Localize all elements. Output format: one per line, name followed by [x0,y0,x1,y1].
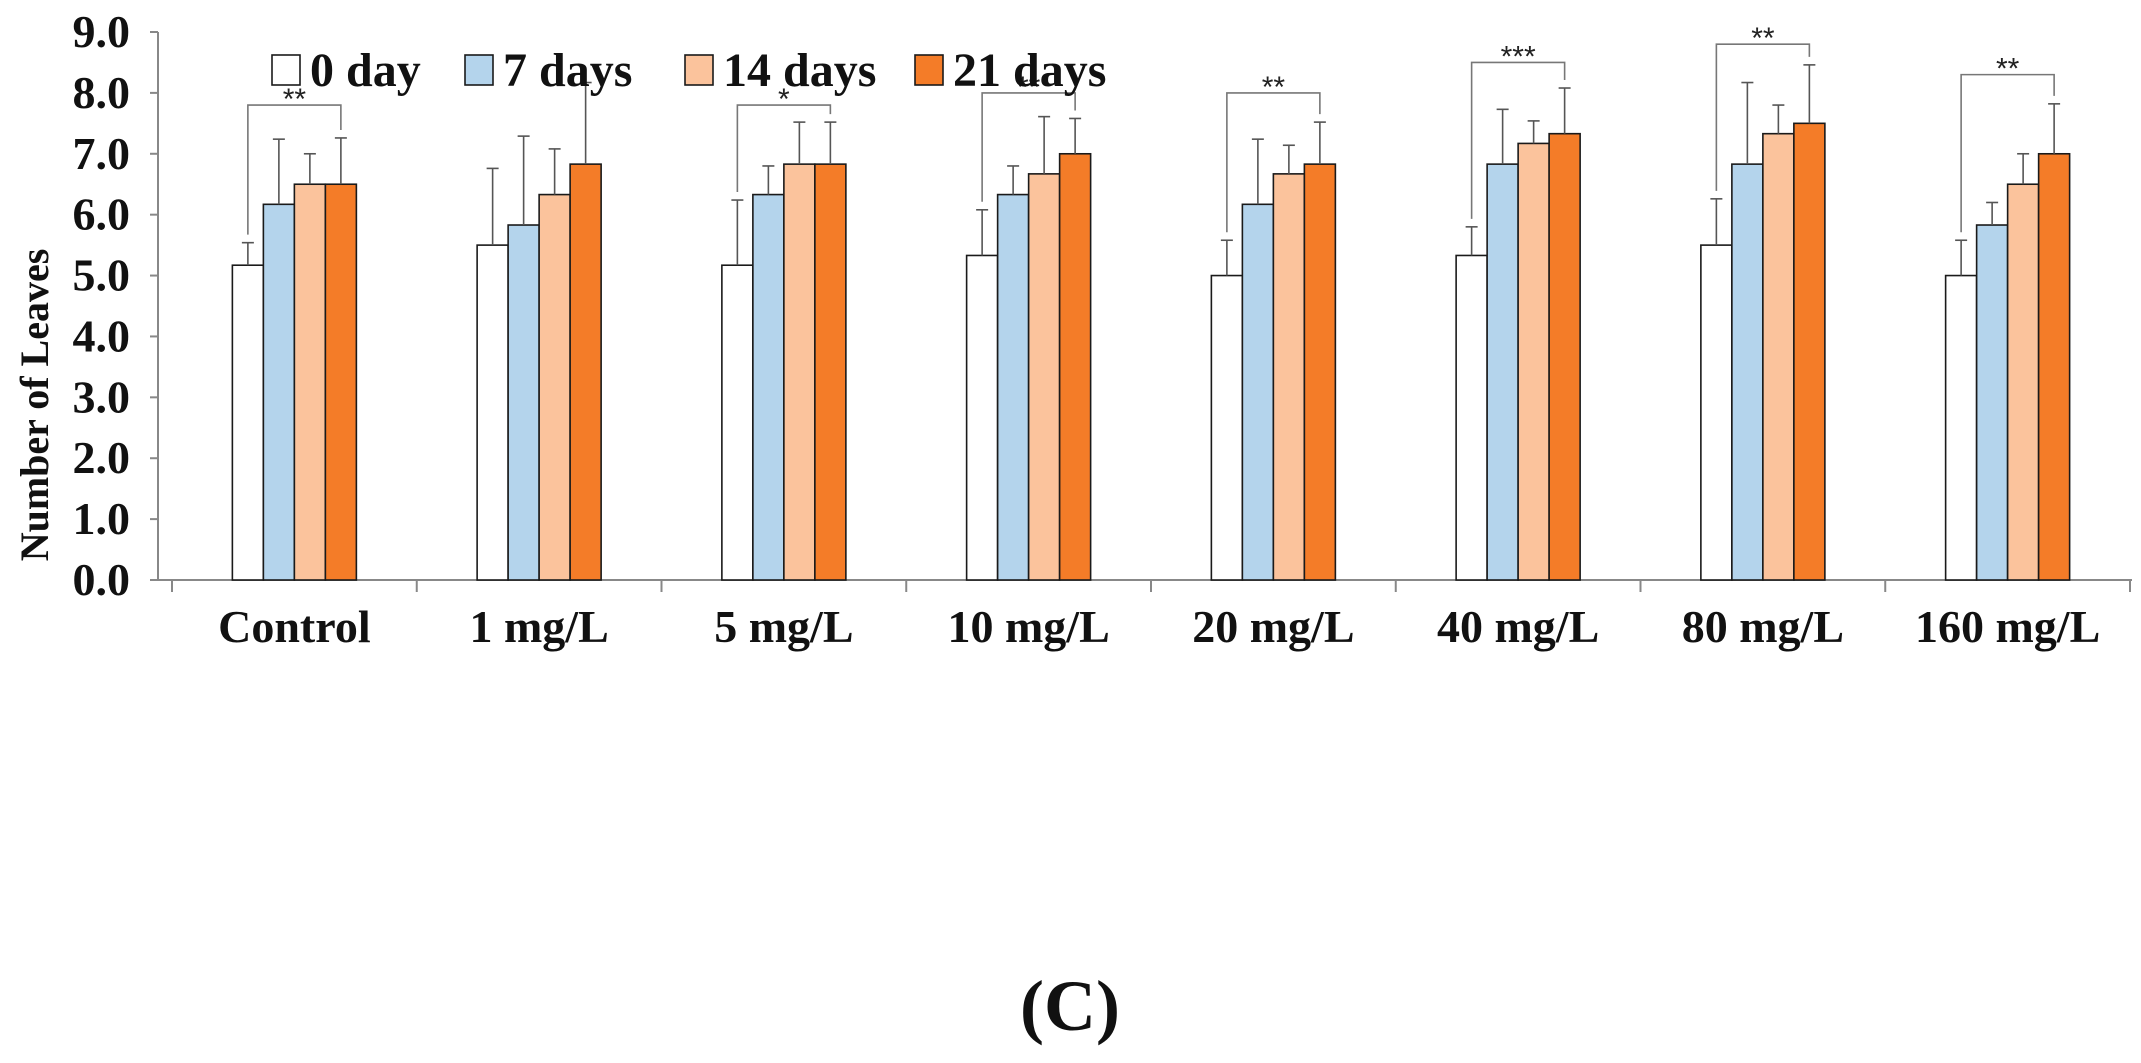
bar [1793,122,1826,581]
bar [507,224,540,581]
bar [293,183,327,581]
bar [1700,244,1733,581]
y-axis: 0.0 1.0 2.0 3.0 4.0 5.0 6.0 7.0 8.0 9.0 [73,6,159,605]
bar [1210,274,1244,581]
y-tick-label: 7.0 [73,128,131,179]
y-tick-label: 2.0 [73,432,131,483]
x-tick-label: 10 mg/L [947,601,1109,652]
significance-bracket [247,104,342,235]
legend-swatch [684,54,714,86]
bar [721,264,754,581]
legend-label: 21 days [953,44,1106,97]
error-bars-group [241,64,2061,276]
panel-label: (C) [1020,966,1120,1046]
x-tick-label: 80 mg/L [1682,601,1844,652]
bar [1241,203,1275,581]
bar [569,163,602,581]
x-tick-label: 40 mg/L [1437,601,1599,652]
x-tick-label: 160 mg/L [1915,601,2100,652]
bar [1303,163,1337,581]
bar [1975,224,2009,581]
significance-label: *** [1501,40,1536,73]
significance-label: ** [1017,71,1041,104]
bar [783,163,816,581]
bars-group [231,122,2071,581]
bar [1455,254,1488,581]
bar [324,183,358,581]
x-tick-label: 5 mg/L [714,601,853,652]
bar [1058,152,1092,581]
significance-bracket [736,104,832,193]
significance-bracket [981,92,1076,202]
x-axis: Control 1 mg/L 5 mg/L 10 mg/L 20 mg/L 40 mg/L… [158,579,2132,652]
bar [538,193,571,581]
legend-swatch [914,54,944,86]
bar [2006,183,2040,581]
y-tick-label: 8.0 [73,67,131,118]
significance-bracket [1960,73,2055,233]
significance-group: ** * ** ********* [247,22,2055,235]
bar [1486,163,1519,581]
x-tick-label: 20 mg/L [1192,601,1354,652]
y-tick-label: 1.0 [73,493,131,544]
bar [1272,173,1306,581]
bar [476,244,509,581]
bar [1762,132,1795,581]
significance-label: ** [1996,53,2020,86]
y-axis-label: Number of Leaves [12,249,57,562]
legend-swatch [464,54,494,86]
y-tick-label: 0.0 [73,554,131,605]
significance-label: * [778,83,790,116]
bar [965,254,999,581]
significance-bracket [1715,43,1811,191]
x-tick-label: 1 mg/L [469,601,608,652]
legend-label: 0 day [310,44,421,97]
x-tick-label: Control [218,601,371,652]
bar [2037,152,2071,581]
bar [262,203,296,581]
bar [814,163,847,581]
legend-label: 7 days [503,44,632,97]
significance-label: ** [283,83,307,116]
legend-label: 14 days [723,44,876,97]
y-tick-label: 9.0 [73,6,131,57]
bar [996,193,1030,581]
y-tick-label: 5.0 [73,250,131,301]
y-tick-label: 3.0 [73,371,131,422]
bar [231,264,265,581]
bar [1027,173,1061,581]
bar [752,193,785,581]
bar [1944,274,1978,581]
legend: 0 day 7 days 14 days 21 days [271,44,1106,97]
significance-label: ** [1262,71,1286,104]
y-tick-label: 4.0 [73,310,131,361]
bar [1548,132,1581,581]
significance-bracket [1470,61,1566,219]
significance-bracket [1226,92,1321,233]
legend-swatch [271,54,301,86]
bar [1517,142,1550,581]
significance-label: ** [1751,22,1775,55]
y-tick-label: 6.0 [73,189,131,240]
bar [1731,163,1764,581]
